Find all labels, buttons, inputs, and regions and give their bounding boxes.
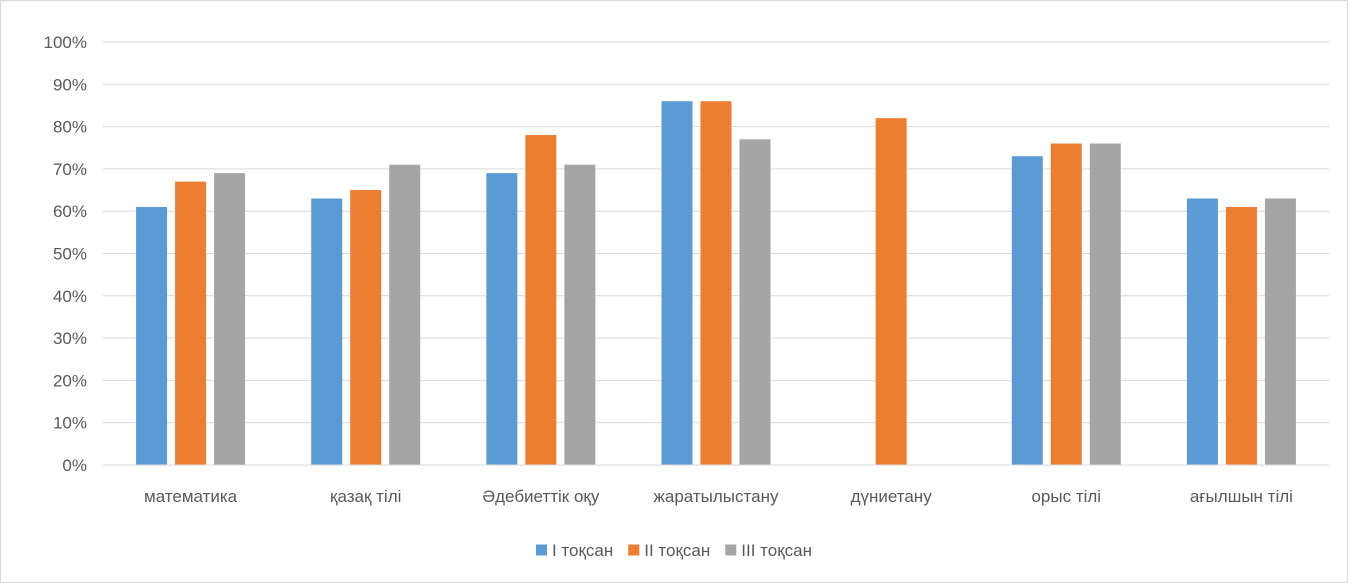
category-label: орыс тілі: [1031, 487, 1101, 506]
legend-item: I тоқсан: [535, 541, 613, 560]
bar-1-4: [661, 101, 693, 465]
bar-3-6: [1089, 143, 1121, 465]
bar-2-3: [525, 135, 557, 465]
category-label: ағылшын тілі: [1190, 487, 1293, 506]
bar-2-1: [175, 181, 207, 465]
legend-label: I тоқсан: [552, 541, 613, 560]
category-label: математика: [144, 487, 238, 506]
y-tick-label: 60%: [53, 202, 87, 221]
bar-3-4: [739, 139, 771, 466]
bars: [136, 101, 1296, 466]
category-label: дүниетану: [851, 487, 933, 506]
bar-3-7: [1264, 198, 1296, 465]
category-label: қазақ тілі: [330, 487, 401, 506]
bar-2-6: [1050, 143, 1082, 465]
bar-3-2: [389, 164, 421, 466]
bar-2-4: [700, 101, 732, 465]
y-tick-label: 20%: [53, 371, 87, 390]
bar-1-6: [1011, 156, 1043, 465]
category-label: жаратылыстану: [654, 487, 779, 506]
bar-3-3: [564, 164, 596, 466]
y-tick-label: 50%: [53, 245, 87, 264]
bar-2-5: [875, 118, 907, 465]
y-tick-label: 90%: [53, 75, 87, 94]
bar-2-7: [1225, 206, 1257, 465]
bar-1-1: [136, 206, 168, 465]
legend-item: II тоқсан: [628, 541, 710, 560]
legend-item: III тоқсан: [725, 541, 812, 560]
bar-1-7: [1186, 198, 1218, 465]
y-tick-label: 30%: [53, 329, 87, 348]
y-tick-label: 10%: [53, 414, 87, 433]
y-tick-label: 70%: [53, 160, 87, 179]
legend-swatch: [725, 544, 737, 556]
y-tick-label: 0%: [62, 456, 87, 475]
bar-1-2: [311, 198, 343, 465]
y-tick-label: 40%: [53, 287, 87, 306]
y-tick-label: 100%: [44, 33, 87, 52]
bar-1-3: [486, 173, 518, 465]
y-axis-ticks: 0% 10% 20% 30% 40% 50% 60% 70% 80% 90% 100%: [44, 33, 87, 475]
legend: I тоқсан II тоқсан III тоқсан: [535, 541, 812, 560]
legend-swatch: [628, 544, 640, 556]
bar-2-2: [350, 190, 382, 466]
legend-label: II тоқсан: [644, 541, 710, 560]
category-labels: математика қазақ тілі Әдебиеттік оқу жараты…: [144, 487, 1293, 506]
legend-label: III тоқсан: [741, 541, 812, 560]
legend-swatch: [535, 544, 547, 556]
bar-3-1: [214, 173, 246, 465]
category-label: Әдебиеттік оқу: [482, 487, 599, 506]
y-tick-label: 80%: [53, 118, 87, 137]
